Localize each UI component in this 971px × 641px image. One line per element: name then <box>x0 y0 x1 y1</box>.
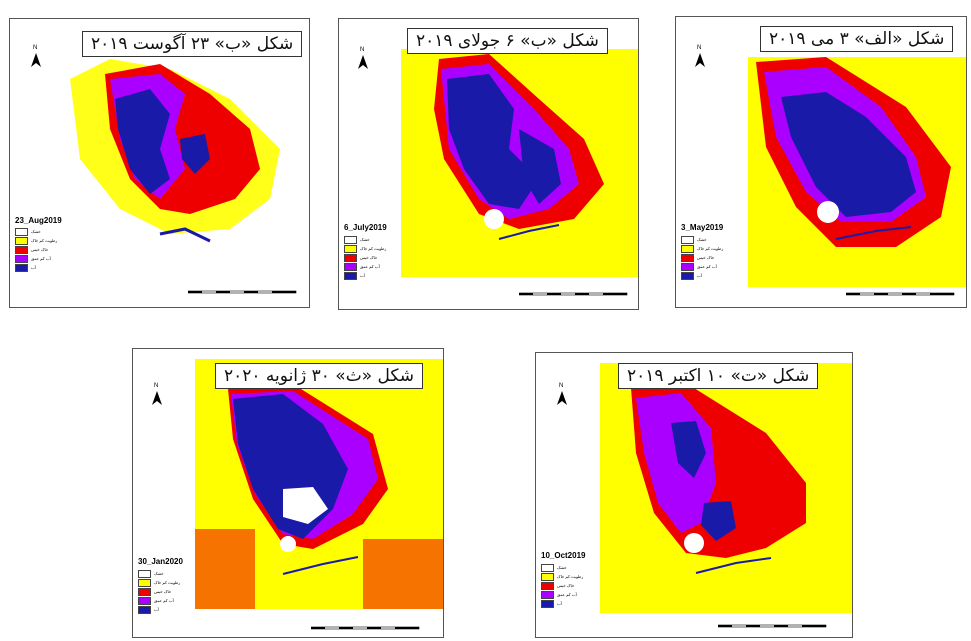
map-panel-may2019: شکل «الف» ۳ می ۲۰۱۹ N 3_May2019 خشک رطوب… <box>675 16 967 308</box>
legend: خشک رطوبت کم خاک خاک خیس آب کم عمق آب <box>15 227 57 272</box>
legend: خشک رطوبت کم خاک خاک خیس آب کم عمق آب <box>681 235 723 280</box>
legend-item: خاک خیس <box>541 581 583 590</box>
legend-item: خاک خیس <box>344 253 386 262</box>
north-arrow-icon: N <box>355 47 371 71</box>
legend: خشک رطوبت کم خاک خاک خیس آب کم عمق آب <box>344 235 386 280</box>
legend-item: آب <box>344 271 386 280</box>
legend-item: آب <box>541 599 583 608</box>
legend-item: خاک خیس <box>15 245 57 254</box>
legend-item: خشک <box>138 569 180 578</box>
legend-item: آب <box>15 263 57 272</box>
legend-item: آب <box>681 271 723 280</box>
north-arrow-icon: N <box>149 383 165 407</box>
date-label: 10_Oct2019 <box>541 551 586 560</box>
map-raster <box>10 19 309 307</box>
legend: خشک رطوبت کم خاک خاک خیس آب کم عمق آب <box>541 563 583 608</box>
legend-item: آب کم عمق <box>681 262 723 271</box>
date-label: 23_Aug2019 <box>15 216 62 225</box>
date-label: 30_Jan2020 <box>138 557 183 566</box>
map-raster <box>133 349 443 637</box>
legend-item: آب کم عمق <box>15 254 57 263</box>
legend-item: آب کم عمق <box>138 596 180 605</box>
map-raster <box>676 17 966 307</box>
legend-item: رطوبت کم خاک <box>15 236 57 245</box>
panel-title: شکل «ت» ۱۰ اکتبر ۲۰۱۹ <box>618 363 819 389</box>
legend-item: رطوبت کم خاک <box>681 244 723 253</box>
panel-title: شکل «ب» ۲۳ آگوست ۲۰۱۹ <box>82 31 303 57</box>
legend-item: خشک <box>681 235 723 244</box>
legend-item: خشک <box>15 227 57 236</box>
scale-bar-icon <box>519 292 628 296</box>
legend-item: آب کم عمق <box>541 590 583 599</box>
date-label: 3_May2019 <box>681 223 724 232</box>
legend: خشک رطوبت کم خاک خاک خیس آب کم عمق آب <box>138 569 180 614</box>
date-label: 6_July2019 <box>344 223 387 232</box>
map-panel-aug2019: شکل «ب» ۲۳ آگوست ۲۰۱۹ N 23_Aug2019 خشک ر… <box>9 18 310 308</box>
map-raster <box>536 353 852 637</box>
legend-item: رطوبت کم خاک <box>344 244 386 253</box>
legend-item: آب <box>138 605 180 614</box>
panel-title: شکل «ب» ۶ جولای ۲۰۱۹ <box>407 28 608 54</box>
legend-item: رطوبت کم خاک <box>541 572 583 581</box>
legend-item: خاک خیس <box>681 253 723 262</box>
legend-item: خشک <box>344 235 386 244</box>
map-panel-oct2019: شکل «ت» ۱۰ اکتبر ۲۰۱۹ N 10_Oct2019 خشک ر… <box>535 352 853 638</box>
north-arrow-icon: N <box>28 45 44 69</box>
north-arrow-icon: N <box>692 45 708 69</box>
panel-title: شکل «ث» ۳۰ ژانویه ۲۰۲۰ <box>215 363 424 389</box>
legend-item: خشک <box>541 563 583 572</box>
map-raster <box>339 19 638 309</box>
scale-bar-icon <box>188 290 297 294</box>
map-panel-jul2019: شکل «ب» ۶ جولای ۲۰۱۹ N 6_July2019 خشک رط… <box>338 18 639 310</box>
legend-item: خاک خیس <box>138 587 180 596</box>
scale-bar-icon <box>311 626 420 630</box>
scale-bar-icon <box>846 292 955 296</box>
map-panel-jan2020: شکل «ث» ۳۰ ژانویه ۲۰۲۰ N 30_Jan2020 خشک … <box>132 348 444 638</box>
legend-item: آب کم عمق <box>344 262 386 271</box>
legend-item: رطوبت کم خاک <box>138 578 180 587</box>
scale-bar-icon <box>718 624 827 628</box>
panel-title: شکل «الف» ۳ می ۲۰۱۹ <box>760 26 954 52</box>
north-arrow-icon: N <box>554 383 570 407</box>
